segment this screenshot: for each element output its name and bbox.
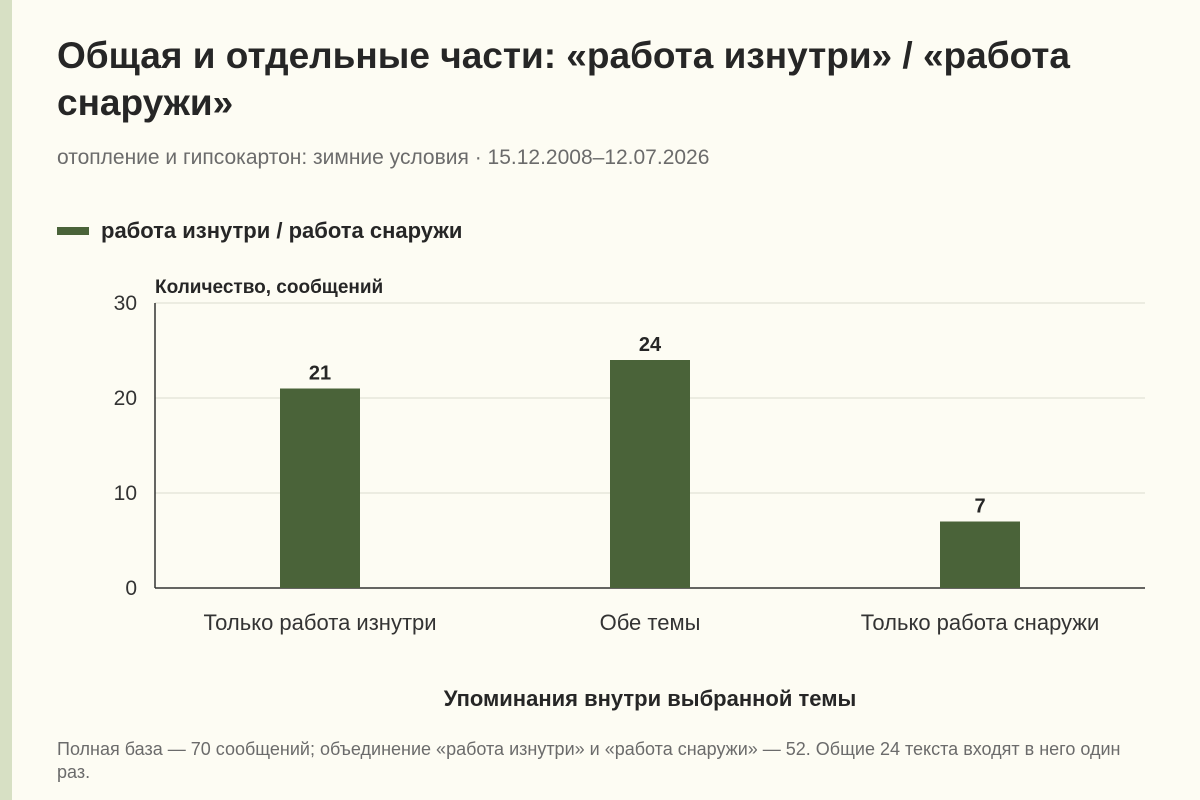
bar [610, 360, 690, 588]
left-accent-stripe [0, 0, 12, 800]
bar [940, 521, 1020, 588]
y-axis-title: Количество, сообщений [155, 277, 383, 298]
bar [280, 388, 360, 588]
data-label: 24 [639, 334, 662, 356]
bar-chart: 0 10 20 30 Количество, сообщений 21 Только раб… [114, 277, 1145, 635]
y-tick-label: 0 [125, 577, 137, 600]
y-tick-label: 30 [114, 292, 137, 315]
y-tick-label: 20 [114, 387, 137, 410]
chart-title: Общая и отдельные части: «работа изнутри… [57, 35, 1070, 123]
data-label: 21 [309, 363, 331, 385]
legend: работа изнутри / работа снаружи [57, 218, 462, 244]
footnote: Полная база — 70 сообщений; объединение … [57, 739, 1121, 782]
x-tick-label: Только работа изнутри [203, 610, 436, 635]
x-tick-label: Только работа снаружи [861, 610, 1100, 635]
legend-swatch [57, 227, 89, 235]
chart-subtitle: отопление и гипсокартон: зимние условия … [57, 146, 710, 169]
x-axis-title: Упоминания внутри выбранной темы [443, 686, 857, 711]
x-tick-label: Обе темы [600, 610, 701, 635]
data-label: 7 [974, 496, 985, 518]
legend-label: работа изнутри / работа снаружи [101, 218, 463, 243]
y-tick-label: 10 [114, 482, 137, 505]
